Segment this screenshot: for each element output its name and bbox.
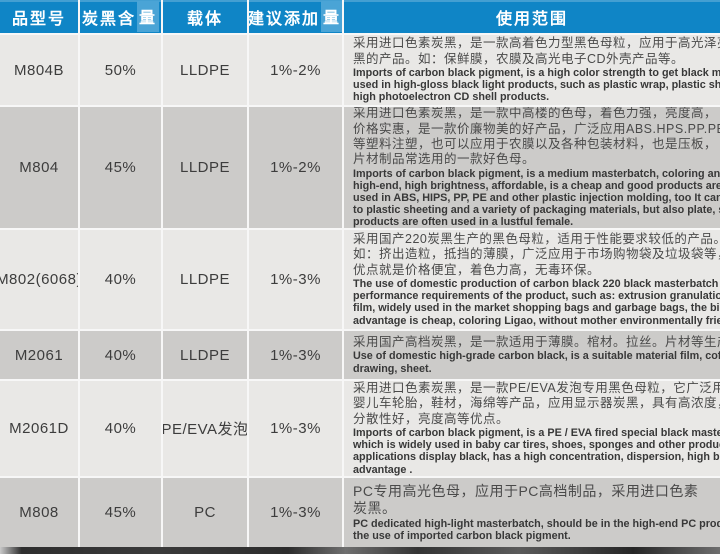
header-label-carbon-content-highlight: 量 (137, 1, 160, 32)
header-label-model: 品型号 (11, 10, 66, 28)
carrier-cell: LLDPE (163, 331, 247, 379)
bottom-edge-shadow (0, 547, 720, 554)
header-label-suggested-addition: 建议添加 (249, 10, 320, 28)
header-label-usage-range: 使用范围 (495, 10, 568, 28)
usage-text-chinese: 采用国产高档炭黑，是一款适用于薄膜。棺材。拉丝。片材等生产用。 (353, 335, 720, 350)
usage-text-english: Imports of carbon black pigment, is a me… (353, 167, 720, 228)
model-cell: M2061 (0, 331, 78, 379)
column-header-carrier: 载体 (163, 0, 247, 33)
model-cell: M802(6068) (0, 230, 78, 329)
usage-cell: 采用进口色素炭黑，是一款PE/EVA发泡专用黑色母粒，它广泛用于 婴儿车轮胎，鞋材… (344, 381, 720, 476)
carbon-content-cell: 40% (80, 230, 161, 329)
column-header-suggested-addition: 建议添加量 (249, 0, 342, 33)
usage-text-english: PC dedicated high-light masterbatch, sho… (353, 517, 720, 542)
suggested-addition-cell: 1%-2% (249, 35, 342, 105)
usage-cell: 采用国产高档炭黑，是一款适用于薄膜。棺材。拉丝。片材等生产用。 Use of d… (344, 331, 720, 379)
carrier-cell: LLDPE (163, 230, 247, 329)
carbon-content-cell: 40% (80, 381, 161, 476)
header-label-carrier: 载体 (186, 10, 223, 28)
usage-cell: 采用进口色素炭黑，是一款高着色力型黑色母粒，应用于高光泽亮 黑的产品。如：保鲜膜，… (344, 35, 720, 105)
suggested-addition-cell: 1%-2% (249, 107, 342, 228)
column-header-usage-range: 使用范围 (344, 0, 720, 33)
header-label-suggested-addition-highlight: 量 (321, 1, 342, 32)
suggested-addition-cell: 1%-3% (249, 230, 342, 329)
carbon-content-cell: 40% (80, 331, 161, 379)
usage-cell: 采用进口色素炭黑，是一款中高楼的色母，着色力强，亮度高， 价格实惠，是一款价廉物美… (344, 107, 720, 228)
usage-text-chinese: 采用进口色素炭黑，是一款PE/EVA发泡专用黑色母粒，它广泛用于 婴儿车轮胎，鞋材… (353, 381, 720, 426)
column-header-model: 品型号 (0, 0, 78, 33)
usage-text-english: Imports of carbon black pigment, is a hi… (353, 66, 720, 104)
usage-cell: PC专用高光色母，应用于PC高档制品，采用进口色素 炭黑。 PC dedicate… (344, 478, 720, 547)
carrier-cell: PC (163, 478, 247, 547)
suggested-addition-cell: 1%-3% (249, 381, 342, 476)
usage-text-chinese: 采用进口色素炭黑，是一款高着色力型黑色母粒，应用于高光泽亮 黑的产品。如：保鲜膜，… (353, 36, 720, 66)
model-cell: M2061D (0, 381, 78, 476)
column-header-carbon-content: 炭黑含量 (80, 0, 161, 33)
usage-cell: 采用国产220炭黑生产的黑色母粒，适用于性能要求较低的产品。 如：挤出造粒，抵挡的… (344, 230, 720, 329)
usage-text-english: Use of domestic high-grade carbon black,… (353, 350, 720, 375)
carrier-cell: LLDPE (163, 107, 247, 228)
usage-text-chinese: 采用国产220炭黑生产的黑色母粒，适用于性能要求较低的产品。 如：挤出造粒，抵挡的… (353, 232, 720, 277)
carrier-cell: LLDPE (163, 35, 247, 105)
model-cell: M804 (0, 107, 78, 228)
usage-text-english: The use of domestic production of carbon… (353, 278, 720, 327)
usage-text-chinese: 采用进口色素炭黑，是一款中高楼的色母，着色力强，亮度高， 价格实惠，是一款价廉物美… (353, 107, 720, 167)
carbon-content-cell: 45% (80, 107, 161, 228)
suggested-addition-cell: 1%-3% (249, 478, 342, 547)
usage-text-english: Imports of carbon black pigment, is a PE… (353, 427, 720, 476)
suggested-addition-cell: 1%-3% (249, 331, 342, 379)
model-cell: M808 (0, 478, 78, 547)
carbon-content-cell: 45% (80, 478, 161, 547)
usage-text-chinese: PC专用高光色母，应用于PC高档制品，采用进口色素 炭黑。 (353, 482, 699, 517)
carrier-cell: PE/EVA发泡 (163, 381, 247, 476)
carbon-content-cell: 50% (80, 35, 161, 105)
model-cell: M804B (0, 35, 78, 105)
header-label-carbon-content: 炭黑含 (81, 10, 136, 28)
